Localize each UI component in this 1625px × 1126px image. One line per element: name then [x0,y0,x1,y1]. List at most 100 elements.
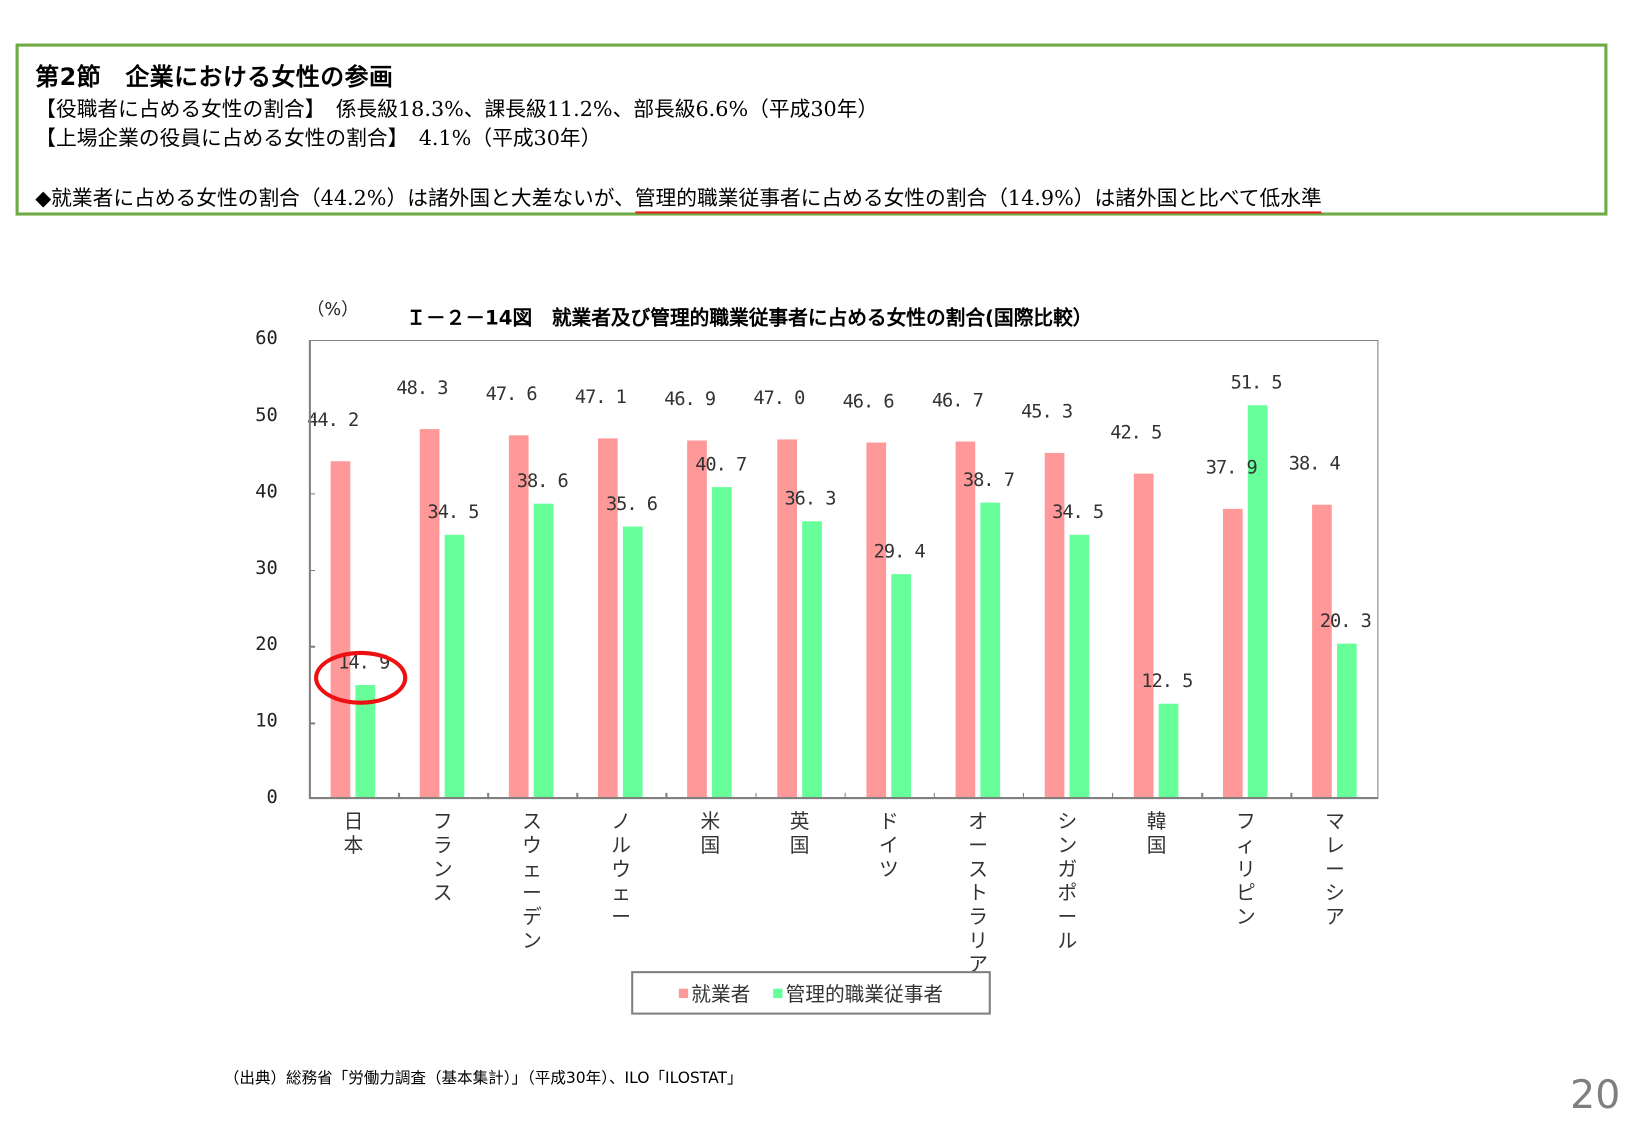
y-tick-label: 40 [255,480,278,503]
x-tick [755,792,757,800]
value-label-employed: 38. 4 [1288,453,1341,476]
value-label-employed: 42. 5 [1110,422,1162,444]
bar-employed [419,429,440,800]
x-tick [933,792,936,800]
bar-employed [1312,505,1332,800]
bar-managers [1337,643,1357,800]
value-label-managers: 36. 3 [784,488,836,510]
key-point-highlight: 管理的職業従事者に占める女性の割合（14.9%）は諸外国と比べて低水準 [634,185,1322,214]
y-tick [309,492,316,495]
highlight-ellipse [314,650,408,705]
category-label: 英国 [789,810,810,858]
value-label-managers: 38. 6 [516,470,569,493]
bar-employed [1044,452,1065,800]
x-tick [576,792,579,800]
y-axis-unit-label: （%） [306,299,359,321]
value-label-employed: 47. 6 [485,382,538,405]
bar-managers [1247,404,1268,800]
value-label-employed: 46. 7 [931,389,984,412]
bar-employed [1222,509,1243,800]
value-label-managers: 35. 6 [605,493,658,516]
x-tick [398,792,400,800]
summary-box: 第2節 企業における女性の参画 【役職者に占める女性の割合】 係長級18.3%、… [15,43,1608,216]
value-label-employed: 46. 6 [842,390,895,413]
bar-managers [980,502,1000,800]
x-tick [1111,792,1114,800]
bar-managers [444,535,465,800]
x-tick [487,792,489,800]
plot-area [308,339,1379,800]
y-tick-label: 10 [255,710,278,732]
bar-employed [509,434,529,800]
bar-employed [955,441,975,800]
value-label-employed: 46. 9 [664,388,716,411]
y-tick [309,569,316,572]
legend-swatch-green [773,988,783,998]
bar-employed [598,438,619,800]
x-tick [1022,792,1025,800]
value-label-employed: 48. 3 [396,377,448,400]
bar-managers [355,685,376,800]
bar-employed [330,460,351,800]
y-tick-label: 30 [255,557,278,579]
chart-title: Ｉ－２－14図 就業者及び管理的職業従事者に占める女性の割合(国際比較） [406,306,1093,330]
x-tick [1201,792,1203,800]
section-title: 第2節 企業における女性の参画 [35,64,394,92]
page-number: 20 [1570,1071,1621,1118]
value-label-managers: 34. 5 [427,501,480,524]
value-label-employed: 47. 1 [574,386,627,409]
category-label: シンガポール [1057,810,1078,953]
category-label: 日本 [343,810,364,858]
x-tick [844,792,846,800]
legend-swatch-pink [678,988,689,998]
y-tick-label: 20 [255,633,278,656]
key-point-line: ◆就業者に占める女性の割合（44.2%）は諸外国と大差ないが、管理的職業従事者に… [35,181,1322,214]
category-label: ドイツ [878,810,899,881]
x-tick [1290,792,1292,800]
y-tick-label: 60 [255,327,278,350]
value-label-managers: 12. 5 [1141,670,1193,693]
bar-employed [1133,473,1154,800]
bar-managers [890,574,911,800]
category-label: オーストラリア [968,810,988,977]
category-label: スウェーデン [522,810,542,953]
bar-employed [687,440,708,800]
value-label-employed: 45. 3 [1021,400,1073,423]
value-label-employed: 37. 9 [1205,457,1258,479]
board-ratio-line: 【上場企業の役員に占める女性の割合】 4.1%（平成30年） [35,125,602,151]
legend-item-employed: 就業者 [678,979,751,1007]
category-label: フランス [432,810,453,905]
bar-managers [533,503,554,800]
category-label: マレーシア [1325,810,1345,929]
category-label: 韓国 [1146,810,1167,858]
y-tick-label: 0 [266,786,278,809]
key-point-prefix: ◆就業者に占める女性の割合（44.2%）は諸外国と大差ないが、 [35,185,635,211]
bar-managers [801,521,822,800]
chart-legend: 就業者 管理的職業従事者 [631,971,991,1015]
legend-item-managers: 管理的職業従事者 [773,979,943,1007]
y-tick [309,416,316,419]
value-label-managers: 40. 7 [695,454,747,477]
bar-managers [623,526,643,800]
value-label-managers: 29. 4 [873,540,926,563]
managers-ratio-line: 【役職者に占める女性の割合】 係長級18.3%、課長級11.2%、部長級6.6%… [35,96,879,122]
category-label: フィリピン [1235,810,1256,929]
value-label-managers: 20. 3 [1319,610,1372,633]
y-tick [309,722,316,725]
category-label: ノルウェー [611,810,632,929]
bar-employed [776,439,797,800]
category-label: 米国 [700,810,721,858]
source-note: （出典）総務省「労働力調査（基本集計）」（平成30年）、ILO「ILOSTAT」 [223,1068,743,1088]
bar-managers [712,487,733,800]
legend-label-managers: 管理的職業従事者 [785,983,944,1006]
value-label-employed: 47. 0 [753,387,805,410]
x-tick [665,792,668,800]
bar-managers [1069,535,1090,800]
bar-managers [1158,703,1179,800]
value-label-managers: 51. 5 [1230,371,1283,394]
legend-label-employed: 就業者 [691,983,751,1006]
y-tick-label: 50 [255,404,278,426]
value-label-employed: 44. 2 [307,409,359,431]
value-label-managers: 34. 5 [1052,501,1104,524]
